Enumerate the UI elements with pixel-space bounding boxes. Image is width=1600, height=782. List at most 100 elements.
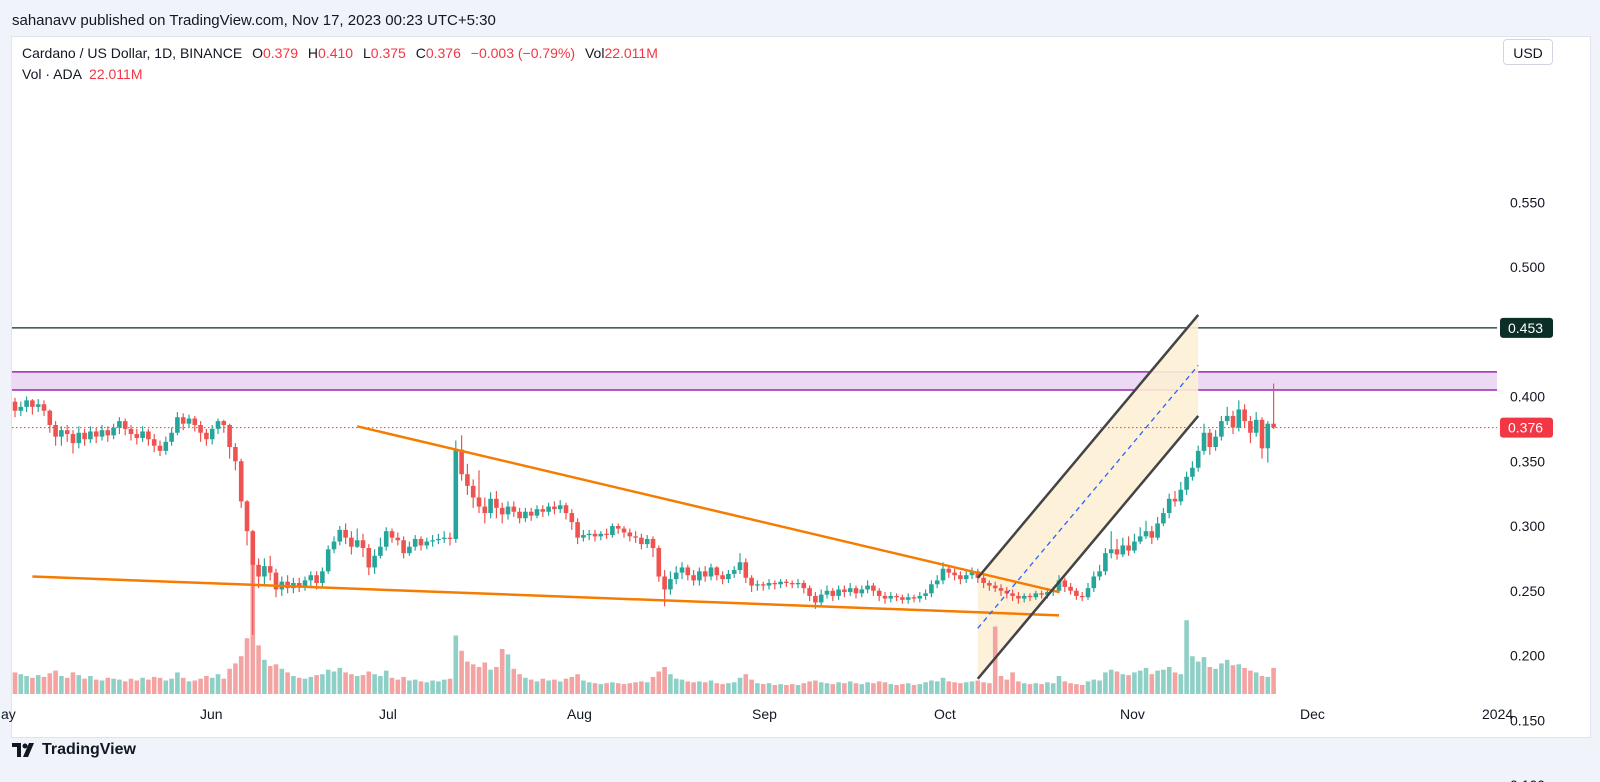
candle (1085, 582, 1091, 600)
candle (238, 458, 244, 508)
candle-body (668, 579, 673, 590)
volume-bar (952, 682, 957, 694)
volume-bar (540, 678, 546, 694)
candle (1155, 516, 1160, 541)
candle-body (1021, 595, 1027, 599)
candle (523, 507, 528, 523)
candle-body (140, 431, 145, 438)
volume-bar (871, 683, 876, 694)
candle-body (563, 505, 569, 514)
y-tick-label: 0.200 (1510, 648, 1545, 664)
volume-bar (1207, 667, 1213, 694)
volume-bar (1166, 667, 1172, 694)
candle (778, 579, 783, 589)
candle (992, 581, 998, 593)
candle (714, 566, 720, 581)
candle (157, 440, 163, 457)
candle-body (726, 573, 731, 580)
candle-body (552, 506, 557, 510)
tradingview-brand[interactable]: TradingView (12, 740, 136, 760)
volume-series-label: Vol · ADA (22, 66, 82, 82)
volume-bar (894, 685, 899, 694)
candle (1068, 582, 1073, 595)
candle-body (621, 528, 627, 533)
candle-body (604, 533, 609, 536)
volume-bar (1172, 672, 1178, 694)
volume-bar (1021, 683, 1027, 694)
candle (412, 535, 418, 551)
candle (41, 400, 47, 416)
candle-body (1126, 545, 1131, 551)
volume-bar (929, 680, 934, 694)
candle-body (35, 404, 41, 407)
volume-bar (1132, 672, 1137, 694)
candle-body (720, 575, 725, 580)
x-tick-label: ay (1, 706, 16, 722)
volume-bar (1248, 670, 1253, 694)
volume-bar (789, 684, 795, 694)
volume-bar (987, 683, 992, 694)
candle (366, 544, 372, 576)
currency-button[interactable]: USD (1503, 39, 1553, 65)
volume-bar (644, 682, 650, 694)
volume-bar (778, 684, 783, 694)
volume-bar (169, 678, 174, 694)
candle (830, 588, 836, 602)
candle (865, 580, 870, 594)
candle (905, 593, 911, 604)
candle-body (111, 427, 116, 436)
candle (209, 424, 215, 445)
volume-bar (134, 680, 140, 694)
volume-bar (262, 659, 267, 694)
candle-body (59, 430, 64, 437)
volume-bar (163, 680, 169, 694)
candle-body (940, 568, 946, 581)
candle-body (1172, 498, 1178, 502)
volume-bar (888, 684, 894, 694)
candle-body (192, 418, 198, 425)
candle-body (53, 424, 58, 437)
candle (679, 562, 685, 580)
candle-body (1201, 432, 1207, 451)
volume-bar (88, 676, 93, 694)
candle-body (383, 531, 389, 547)
candle-body (1143, 531, 1149, 537)
candle (325, 545, 331, 574)
candle-body (1045, 592, 1050, 595)
volume-bar (1178, 674, 1184, 694)
brand-name: TradingView (42, 741, 136, 758)
y-tick-label: 0.400 (1510, 389, 1545, 405)
volume-bar (1224, 659, 1230, 694)
candle (308, 571, 314, 587)
volume-bar (1045, 682, 1050, 694)
candle-body (581, 535, 586, 538)
candle-body (992, 585, 998, 589)
x-tick-label: Jun (200, 706, 223, 722)
volume-bar (1155, 670, 1160, 694)
volume-bar (847, 681, 853, 694)
candle-body (534, 509, 540, 516)
volume-bar (511, 668, 517, 694)
volume-bar (111, 678, 116, 694)
volume-bar (523, 677, 528, 694)
candle (1074, 588, 1079, 600)
candle-body (760, 584, 766, 586)
candle (383, 527, 389, 551)
volume-bar (592, 683, 598, 694)
candle (476, 470, 482, 514)
candle (262, 558, 267, 586)
candle-body (969, 571, 975, 576)
volume-bar (476, 667, 482, 694)
candle-body (998, 588, 1004, 591)
candle-body (859, 589, 865, 594)
volume-bar (650, 676, 656, 694)
volume-bar (186, 681, 192, 694)
candle (122, 418, 128, 436)
candle (697, 567, 702, 586)
candle-body (122, 421, 128, 429)
candle-body (18, 406, 24, 411)
candle-body (453, 449, 459, 539)
candle-body (731, 570, 737, 574)
candle (1010, 589, 1015, 602)
